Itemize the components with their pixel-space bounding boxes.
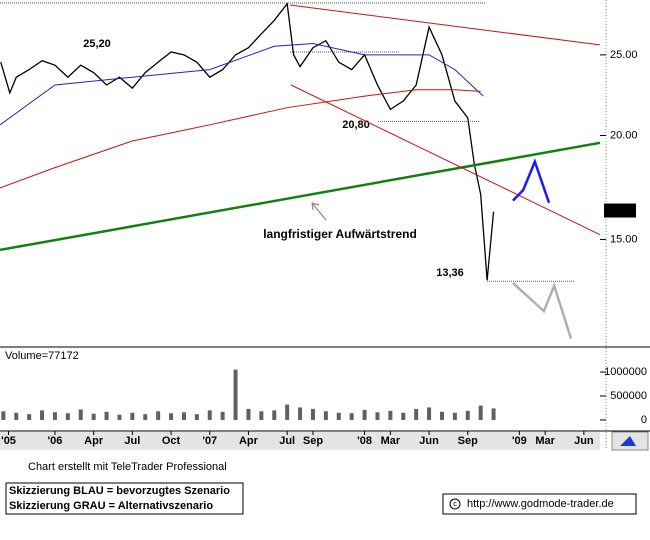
- volume-bar: [362, 409, 367, 420]
- volume-bar: [233, 369, 238, 420]
- price-line: [0, 2, 495, 281]
- credit: Chart erstellt mit TeleTrader Profession…: [28, 461, 227, 473]
- volume-bar: [401, 412, 406, 420]
- volume-bar: [65, 413, 70, 420]
- volume-bar: [414, 408, 419, 420]
- legend-line: Skizzierung GRAU = Alternativszenario: [9, 500, 213, 512]
- annotation: 20,80: [342, 119, 370, 131]
- annotation: 28,86: [238, 0, 266, 1]
- x-axis-strip: [0, 432, 600, 450]
- trend-arrow: [311, 202, 327, 221]
- volume-bar: [388, 410, 393, 420]
- price-line: [290, 84, 601, 236]
- x-tick-label: '09: [512, 435, 527, 447]
- volume-bar: [143, 414, 148, 420]
- volume-bar: [246, 408, 251, 420]
- last-price-box: [604, 203, 636, 218]
- volume-bar: [78, 409, 83, 420]
- x-tick-label: '05: [1, 435, 16, 447]
- volume-bar: [478, 405, 483, 420]
- x-tick-label: Jun: [574, 435, 594, 447]
- volume-bar: [52, 412, 57, 420]
- volume-bar: [91, 413, 96, 420]
- volume-bar: [285, 404, 290, 420]
- volume-bar: [14, 412, 19, 420]
- x-tick-label: '08: [357, 435, 372, 447]
- volume-bar: [427, 407, 432, 420]
- volume-bar: [375, 412, 380, 420]
- x-tick-label: Sep: [303, 435, 323, 447]
- volume-bar: [310, 408, 315, 420]
- volume-bar: [272, 410, 277, 420]
- x-tick-label: Jun: [419, 435, 439, 447]
- x-tick-label: Mar: [381, 435, 401, 447]
- price-line: [289, 4, 601, 46]
- volume-bar: [452, 412, 457, 420]
- annotation: 25,20: [83, 38, 111, 50]
- legend-line: Skizzierung BLAU = bevorzugtes Szenario: [9, 485, 230, 497]
- settings-icon: [620, 436, 636, 446]
- volume-bar: [130, 412, 135, 420]
- x-tick-label: Jul: [124, 435, 140, 447]
- price-line: [0, 42, 484, 126]
- volume-bar: [194, 414, 199, 420]
- x-tick-label: '07: [202, 435, 217, 447]
- volume-bar: [465, 410, 470, 420]
- volume-bar: [117, 414, 122, 420]
- x-tick-label: Apr: [84, 435, 104, 447]
- volume-bar: [104, 411, 109, 420]
- volume-bar: [169, 413, 174, 420]
- y-tick-label: 0: [641, 414, 647, 426]
- volume-bar: [1, 411, 6, 420]
- y-tick-label: 15.00: [610, 233, 638, 245]
- url: http://www.godmode-trader.de: [467, 498, 614, 510]
- x-tick-label: Apr: [239, 435, 259, 447]
- volume-bar: [259, 411, 264, 420]
- price-line: [0, 141, 601, 252]
- x-tick-label: '06: [48, 435, 63, 447]
- y-tick-label: 500000: [610, 390, 647, 402]
- volume-bar: [439, 411, 444, 420]
- volume-bar: [156, 411, 161, 420]
- volume-bar: [220, 411, 225, 420]
- volume-bar: [349, 413, 354, 420]
- x-tick-label: Oct: [162, 435, 181, 447]
- y-tick-label: 20.00: [610, 129, 638, 141]
- url-box: [442, 493, 637, 515]
- volume-label: Volume=77172: [5, 350, 79, 362]
- y-tick-label: 1000000: [604, 366, 647, 378]
- last-price-label: 16.25: [606, 204, 634, 216]
- annotation: 13,36: [436, 267, 464, 279]
- copyright-icon: [449, 498, 461, 510]
- legend-box: [5, 482, 244, 515]
- volume-bar: [491, 408, 496, 420]
- x-tick-label: Jul: [279, 435, 295, 447]
- x-tick-label: Mar: [535, 435, 555, 447]
- volume-bar: [207, 410, 212, 420]
- trend-label: langfristiger Aufwärtstrend: [263, 227, 417, 241]
- volume-bar: [27, 414, 32, 420]
- copyright-icon: c: [453, 501, 457, 508]
- x-tick-label: Sep: [458, 435, 478, 447]
- y-tick-label: 25.00: [610, 49, 638, 61]
- volume-bar: [336, 412, 341, 420]
- volume-bar: [181, 412, 186, 420]
- volume-bar: [40, 410, 45, 420]
- price-line: [512, 158, 551, 204]
- volume-bar: [298, 407, 303, 420]
- price-line: [512, 281, 573, 339]
- volume-bar: [323, 411, 328, 420]
- price-line: [0, 89, 481, 189]
